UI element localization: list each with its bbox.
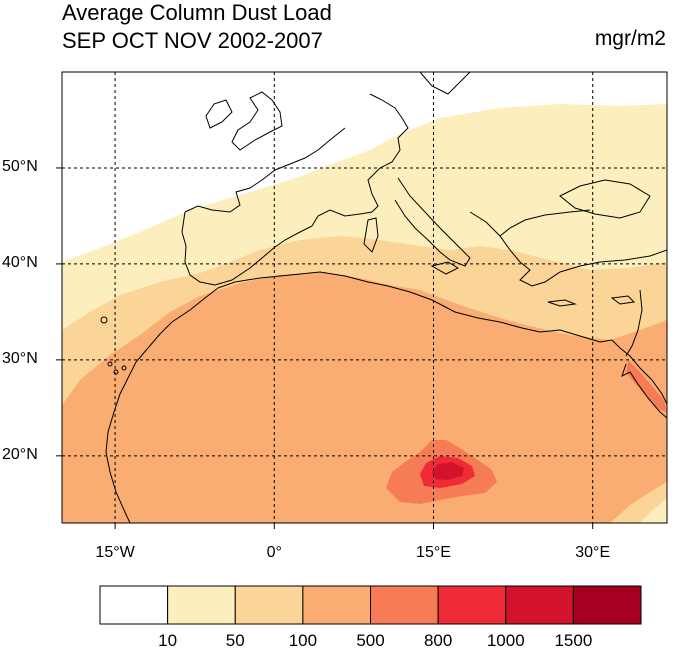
dust-load-map bbox=[56, 71, 668, 529]
plot-frame bbox=[61, 71, 668, 524]
colorbar-box bbox=[234, 585, 304, 625]
lat-tick-label: 30°N bbox=[2, 349, 38, 367]
colorbar-box bbox=[505, 585, 574, 625]
colorbar-level-label: 100 bbox=[288, 631, 318, 650]
colorbar-box bbox=[167, 585, 236, 625]
lon-tick-label: 15°W bbox=[95, 544, 135, 561]
coastlines bbox=[100, 72, 667, 523]
colorbar-level-label: 800 bbox=[423, 631, 453, 650]
lon-tick-label: 30°E bbox=[575, 544, 611, 561]
map-title: Average Column Dust Load bbox=[62, 0, 332, 25]
colorbar-box bbox=[370, 585, 439, 625]
colorbar-box bbox=[302, 585, 371, 625]
lat-lon-grid bbox=[62, 72, 667, 523]
contour-1000-1500 bbox=[432, 462, 464, 480]
units-label: mgr/m2 bbox=[594, 27, 666, 50]
contour-500-800-redsea bbox=[626, 360, 667, 412]
map-subtitle: SEP OCT NOV 2002-2007 bbox=[62, 28, 323, 53]
colorbar-level-label: 500 bbox=[356, 631, 385, 650]
contour-southeast-light bbox=[640, 498, 667, 523]
colorbar-level-label: 1500 bbox=[554, 631, 593, 650]
contour-100-500 bbox=[62, 272, 667, 523]
colorbar-level-label: 10 bbox=[158, 631, 178, 650]
colorbar-box bbox=[572, 585, 642, 625]
lat-tick-label: 40°N bbox=[2, 253, 38, 271]
colorbar-box bbox=[99, 585, 169, 625]
colorbar-level-label: 50 bbox=[225, 631, 245, 650]
lat-tick-label: 50°N bbox=[2, 157, 38, 175]
lat-tick-label: 20°N bbox=[2, 445, 38, 463]
colorbar-box bbox=[437, 585, 507, 625]
lon-tick-label: 0° bbox=[266, 544, 282, 561]
colorbar-level-label: 1000 bbox=[486, 631, 525, 650]
lon-tick-label: 15°E bbox=[416, 544, 451, 561]
